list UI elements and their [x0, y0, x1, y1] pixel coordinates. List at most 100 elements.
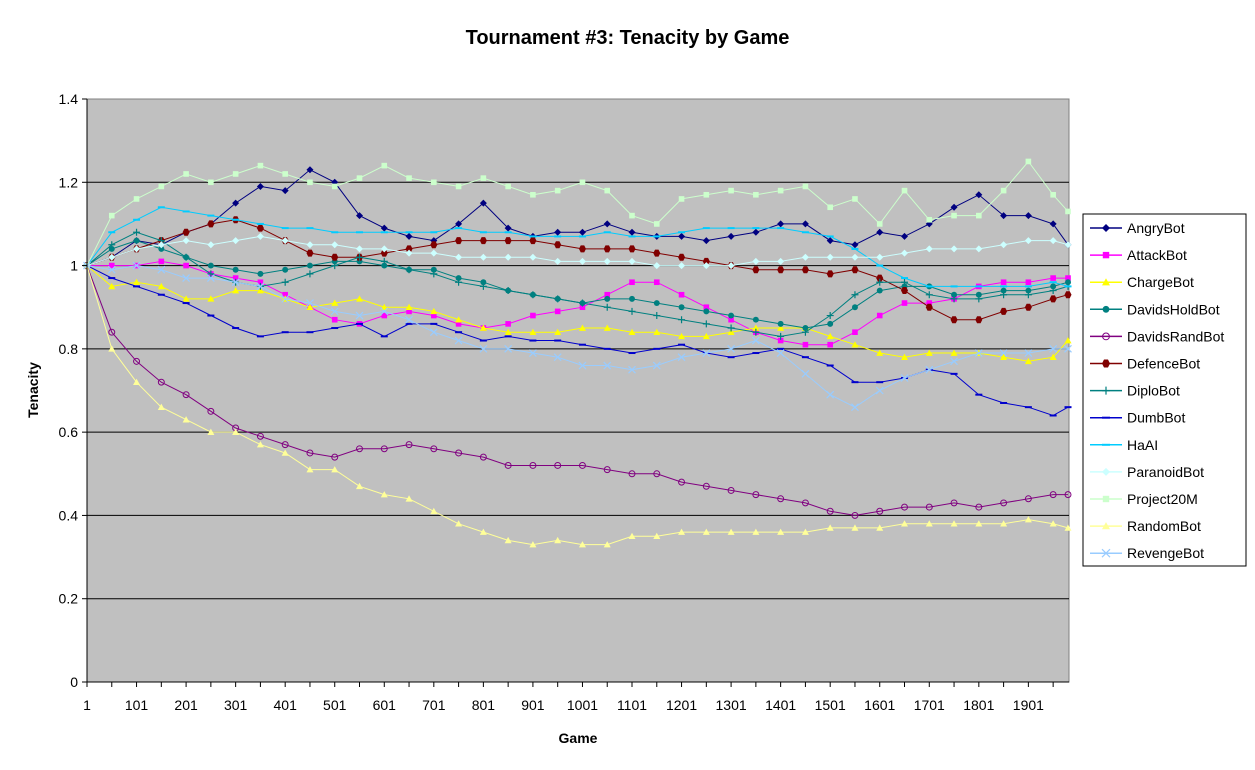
data-point: [430, 322, 438, 325]
data-point: [801, 231, 809, 234]
data-point: [826, 270, 834, 278]
data-point: [925, 503, 933, 511]
legend-item-revengebot: RevengeBot: [1090, 545, 1204, 561]
data-point: [306, 303, 314, 311]
data-point: [530, 191, 536, 198]
data-point: [876, 274, 884, 282]
data-point: [479, 339, 487, 342]
data-point: [976, 212, 982, 219]
data-point: [306, 241, 314, 249]
data-point: [653, 347, 661, 350]
data-point: [504, 461, 512, 469]
data-point: [703, 304, 710, 311]
data-point: [876, 381, 884, 384]
data-point: [950, 295, 958, 303]
data-point: [256, 232, 264, 240]
data-point: [777, 320, 784, 327]
y-tick-label: 1: [70, 258, 78, 274]
data-point: [578, 228, 586, 236]
data-point: [504, 328, 512, 335]
data-point: [157, 206, 165, 209]
data-point: [455, 183, 462, 190]
data-point: [479, 344, 488, 353]
data-point: [901, 503, 908, 511]
data-point: [554, 308, 561, 315]
data-point: [282, 266, 289, 273]
data-point: [406, 175, 412, 181]
data-point: [876, 524, 884, 531]
data-point: [207, 407, 215, 415]
data-point: [232, 428, 240, 435]
data-point: [678, 304, 685, 311]
data-point: [182, 253, 190, 261]
data-point: [851, 381, 859, 384]
data-point: [455, 220, 463, 228]
data-point: [1024, 303, 1032, 311]
data-point: [727, 344, 736, 353]
data-point: [950, 499, 958, 507]
data-point: [678, 231, 686, 234]
data-point: [380, 307, 389, 316]
data-point: [653, 312, 661, 320]
data-point: [306, 270, 314, 278]
x-tick-label: 401: [274, 697, 298, 713]
data-point: [851, 341, 859, 348]
data-point: [232, 275, 239, 281]
data-point: [1102, 332, 1110, 341]
data-point: [331, 241, 339, 249]
data-point: [653, 262, 661, 270]
data-point: [307, 179, 313, 186]
data-point: [851, 266, 859, 274]
data-point: [1064, 241, 1072, 249]
series-randombot: [83, 262, 1072, 548]
data-point: [975, 245, 983, 253]
data-point: [257, 270, 264, 277]
data-point: [232, 266, 239, 273]
data-point: [777, 266, 785, 274]
data-point: [628, 257, 636, 265]
x-tick-label: 1701: [914, 697, 945, 713]
data-point: [529, 237, 537, 245]
data-point: [826, 312, 834, 320]
data-point: [479, 453, 487, 461]
data-point: [1102, 416, 1110, 419]
data-point: [1064, 406, 1072, 409]
data-point: [133, 285, 141, 288]
data-point: [901, 353, 909, 360]
data-point: [256, 441, 264, 448]
data-point: [380, 231, 388, 234]
data-point: [207, 428, 215, 435]
data-point: [256, 222, 264, 225]
data-point: [133, 378, 141, 385]
data-point: [1102, 305, 1110, 313]
data-point: [826, 237, 834, 245]
data-point: [801, 369, 810, 378]
data-point: [801, 328, 809, 336]
data-point: [1064, 337, 1072, 344]
data-point: [1102, 251, 1110, 259]
y-axis-title: Tenacity: [25, 362, 41, 418]
data-point: [504, 536, 512, 544]
data-point: [827, 341, 833, 348]
data-point: [702, 349, 711, 357]
data-point: [975, 520, 983, 527]
data-point: [578, 257, 586, 265]
chart-title: Tournament #3: Tenacity by Game: [465, 27, 790, 49]
data-point: [901, 520, 909, 527]
data-point: [1024, 237, 1032, 245]
data-point: [1024, 212, 1032, 220]
x-tick-label: 1201: [666, 697, 697, 713]
data-point: [306, 166, 314, 174]
data-point: [1049, 295, 1057, 303]
data-point: [429, 328, 438, 337]
data-point: [1024, 516, 1032, 523]
data-point: [653, 470, 661, 478]
data-point: [256, 282, 265, 291]
data-point: [157, 265, 166, 274]
data-point: [504, 287, 512, 295]
legend-item-defencebot: DefenceBot: [1090, 356, 1200, 372]
data-point: [1102, 443, 1110, 446]
legend-item-project20m: Project20M: [1090, 491, 1198, 507]
x-tick-label: 701: [422, 697, 446, 713]
data-point: [1102, 386, 1110, 395]
